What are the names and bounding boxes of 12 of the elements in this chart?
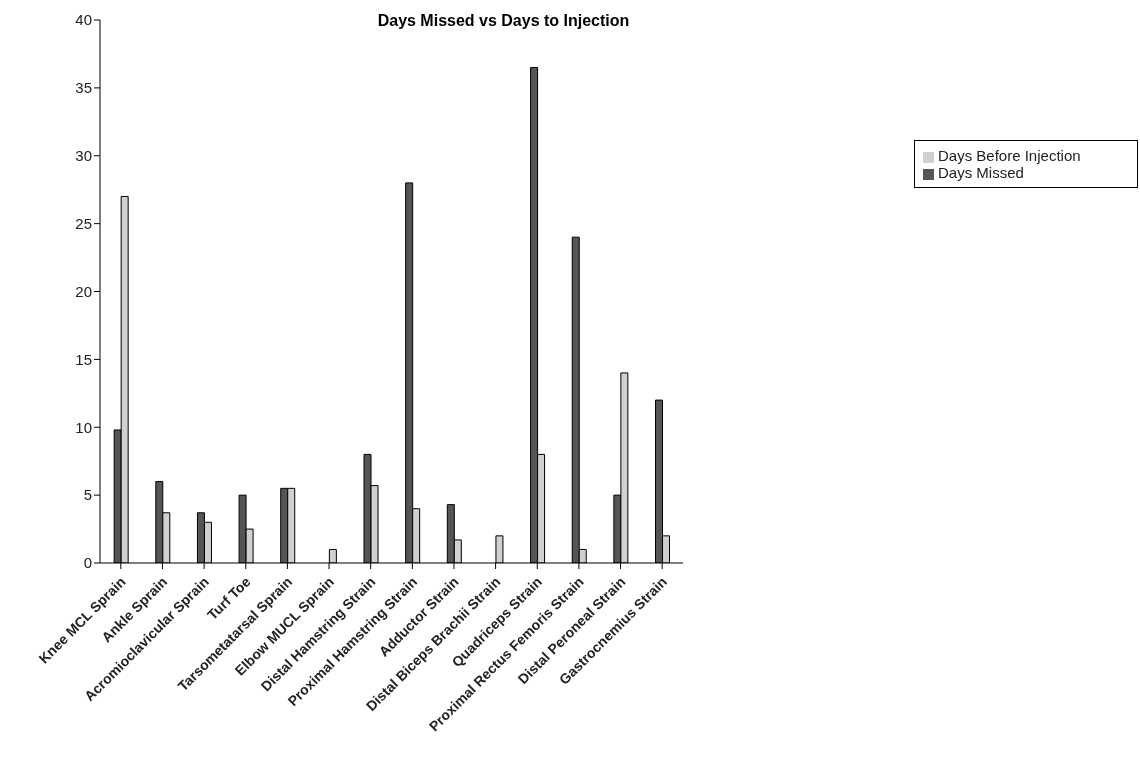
y-tick-label: 20 [75,282,92,300]
y-tick-label: 40 [75,11,92,29]
y-tick-label: 35 [75,79,92,97]
y-tick-label: 10 [75,418,92,436]
legend-label: Days Missed [938,164,1024,181]
y-tick-label: 30 [75,147,92,165]
legend-label: Days Before Injection [938,147,1081,164]
y-tick-label: 15 [75,350,92,368]
y-tick-label: 25 [75,214,92,232]
chart-title: Days Missed vs Days to Injection [376,12,631,30]
y-tick-label: 5 [83,486,92,504]
y-tick-label: 0 [83,554,92,572]
